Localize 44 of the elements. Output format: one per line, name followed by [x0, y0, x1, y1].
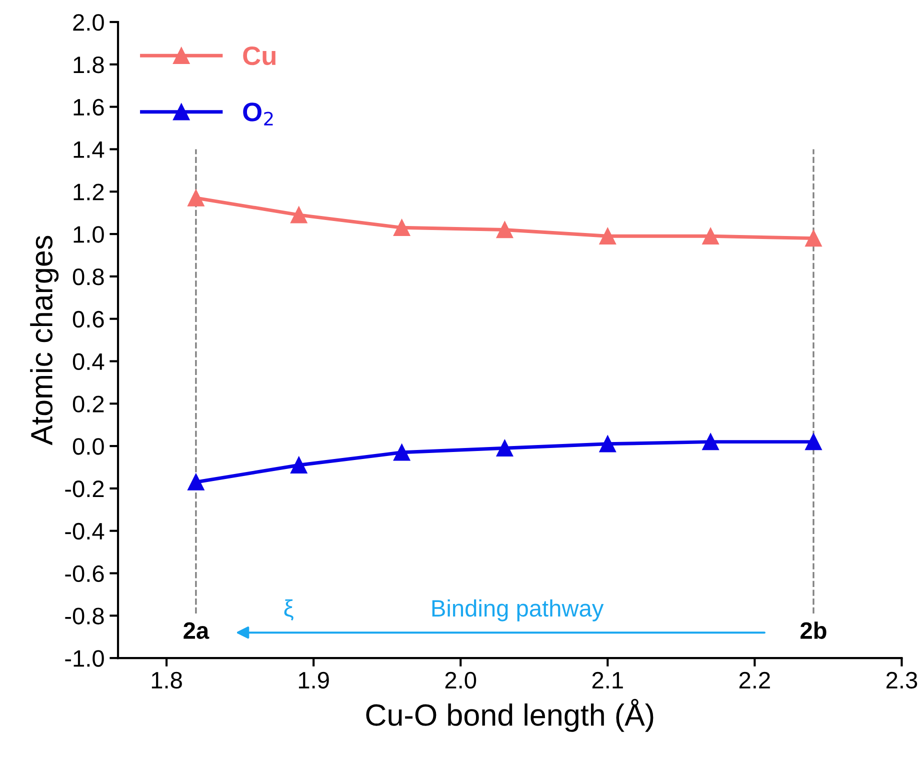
point [805, 230, 822, 247]
y-tick-label: -0.6 [65, 565, 104, 582]
annotation: Binding pathway [432, 599, 604, 622]
y-tick-label: 1.8 [74, 56, 104, 74]
x-tick-label: 1.9 [298, 672, 329, 689]
point [702, 433, 719, 450]
y-tick-label: 0.8 [72, 268, 104, 286]
y-tick-label: 2.0 [73, 14, 104, 31]
y-tick-label: -0.4 [65, 522, 104, 540]
y-tick-label: 0.6 [72, 310, 104, 328]
point [599, 436, 616, 452]
y-tick-label: 0.2 [72, 396, 104, 412]
x-tick-label: 2.0 [445, 672, 476, 689]
y-tick-label: 0.4 [72, 353, 104, 370]
x-tick-label: 1.8 [152, 672, 182, 689]
legend-label: Cu [243, 46, 276, 66]
point [188, 474, 204, 490]
point [805, 433, 822, 450]
point [393, 219, 410, 236]
x-tick-label: 2.2 [739, 672, 770, 688]
y-tick-label: 1.6 [74, 98, 104, 116]
y-tick-label: 0.0 [72, 438, 104, 455]
y-tick-label: 1.4 [74, 142, 104, 158]
x-tick-label: 2.3 [886, 672, 918, 689]
y-tick-label: -0.8 [65, 608, 104, 624]
point [290, 206, 308, 224]
x-tick-label: 2.1 [592, 672, 623, 688]
y-axis-title: Atomic charges [30, 236, 59, 446]
y-tick-label: 1.2 [74, 184, 104, 200]
annotation: ξ [284, 599, 294, 621]
point [393, 444, 410, 461]
annotation: 2b [800, 622, 826, 639]
point [496, 440, 514, 456]
y-tick-label: -1.0 [65, 650, 104, 667]
y-tick-label: -0.2 [65, 480, 104, 498]
point [188, 190, 204, 206]
point [496, 221, 514, 238]
y-tick-label: 1.0 [74, 226, 104, 243]
legend-label: O$_{2}$ [243, 102, 273, 126]
x-axis-title: Cu-O bond length (Å) [366, 698, 654, 732]
point [702, 228, 719, 244]
point [599, 228, 616, 244]
point [290, 456, 308, 474]
annotation: 2a [184, 622, 210, 639]
